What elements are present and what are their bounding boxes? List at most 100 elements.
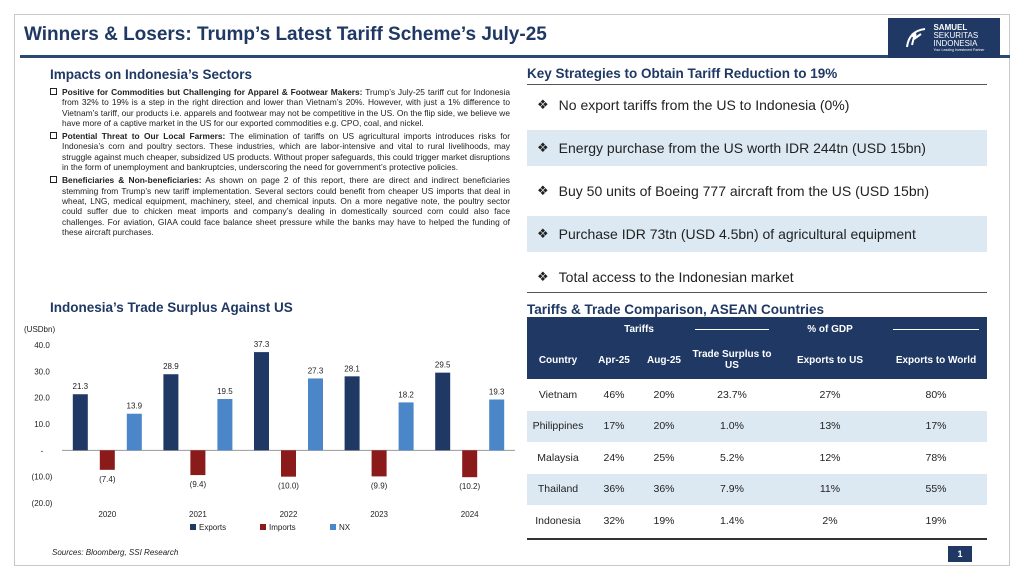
data-label: 37.3	[254, 340, 270, 349]
y-axis-label: (USDbn)	[24, 325, 55, 334]
strategy-item: ❖ No export tariffs from the US to Indone…	[527, 87, 987, 123]
bar-exports	[254, 352, 269, 451]
table-cell: Thailand	[527, 473, 589, 505]
strategy-text: Buy 50 units of Boeing 777 aircraft from…	[558, 183, 930, 199]
diamond-bullet-icon: ❖	[537, 97, 549, 112]
table-heading: Tariffs & Trade Comparison, ASEAN Countr…	[527, 302, 825, 317]
strategy-text: No export tariffs from the US to Indones…	[558, 97, 850, 113]
data-label: 28.1	[344, 364, 360, 373]
bar-imports	[371, 450, 387, 477]
table-cell: Vietnam	[538, 388, 578, 401]
logo-text: INDONESIA	[933, 39, 978, 48]
table-cell: 13%	[775, 410, 885, 442]
table-cell: 27%	[819, 388, 841, 401]
bar-nx	[308, 378, 323, 451]
table-cell: 17%	[589, 410, 639, 442]
table-row: Vietnam 46% 20% 23.7% 27% 80%	[527, 379, 987, 411]
strategies-list: ❖ No export tariffs from the US to Indone…	[527, 87, 987, 302]
divider	[527, 84, 987, 85]
bar-exports	[435, 372, 451, 451]
title-divider	[20, 55, 1010, 58]
group-header-tariffs: Tariffs	[589, 317, 689, 341]
table-cell: 11%	[775, 473, 885, 505]
legend-swatch	[190, 524, 196, 530]
table-cell: Philippines	[527, 410, 589, 442]
table-cell: 20%	[639, 410, 689, 442]
table-group-header: Tariffs % of GDP	[527, 317, 987, 341]
table-cell: 46%	[603, 388, 625, 401]
table-cell: 36%	[639, 473, 689, 505]
x-tick-label: 2023	[370, 510, 388, 519]
legend-swatch	[260, 524, 266, 530]
column-header: Apr-25	[589, 341, 639, 379]
archer-icon	[906, 28, 926, 48]
table-row: Malaysia 24% 25% 5.2% 12% 78%	[527, 442, 987, 474]
strategies-heading: Key Strategies to Obtain Tariff Reductio…	[527, 66, 838, 81]
logo-tagline: Your Leading Investment Partner	[933, 48, 985, 52]
impact-text: As shown on page 2 of this report, there…	[62, 175, 510, 237]
data-label: 19.5	[217, 387, 233, 396]
impacts-heading: Impacts on Indonesia’s Sectors	[50, 67, 253, 82]
legend-label: Imports	[269, 523, 296, 532]
checkbox-bullet-icon	[50, 88, 57, 95]
strategy-text: Total access to the Indonesian market	[558, 269, 794, 285]
x-tick-label: 2022	[280, 510, 298, 519]
strategy-item: ❖ Total access to the Indonesian market	[527, 259, 987, 295]
chart-title: Indonesia’s Trade Surplus Against US	[50, 300, 293, 315]
bar-exports	[344, 376, 360, 451]
table-cell: 25%	[653, 451, 675, 464]
column-header: Exports to World	[885, 341, 987, 379]
impact-title: Potential Threat to Our Local Farmers:	[62, 131, 226, 142]
strategy-text: Purchase IDR 73tn (USD 4.5bn) of agricul…	[558, 226, 916, 242]
impact-item: Positive for Commodities but Challenging…	[50, 87, 510, 128]
legend-label: Exports	[199, 523, 226, 532]
slide-frame	[14, 14, 1010, 566]
x-tick-label: 2021	[189, 510, 207, 519]
legend-label: NX	[339, 523, 351, 532]
impact-item: Beneficiaries & Non-beneficiaries: As sh…	[50, 175, 510, 237]
bar-imports	[99, 450, 115, 470]
y-tick-label: 20.0	[34, 394, 50, 403]
table-header-row: Country Apr-25 Aug-25 Trade Surplus to U…	[527, 341, 987, 379]
bar-imports	[462, 450, 478, 478]
impact-item: Potential Threat to Our Local Farmers: T…	[50, 131, 510, 172]
table-cell: 55%	[885, 473, 987, 505]
column-header: Trade Surplus to US	[689, 341, 775, 379]
bar-exports	[163, 374, 179, 451]
page-title: Winners & Losers: Trump’s Latest Tariff …	[24, 24, 547, 45]
y-tick-label: 40.0	[34, 341, 50, 350]
y-tick-label: 10.0	[34, 420, 50, 429]
data-label: (9.4)	[190, 480, 207, 489]
table-row: Philippines 17% 20% 1.0% 13% 17%	[527, 410, 987, 442]
table-cell: 23.7%	[717, 388, 747, 401]
data-label: 29.5	[435, 361, 451, 370]
page-number: 1	[948, 546, 972, 562]
data-label: 13.9	[127, 402, 143, 411]
bar-nx	[126, 413, 142, 451]
impacts-list: Positive for Commodities but Challenging…	[50, 87, 510, 240]
table-cell: 36%	[589, 473, 639, 505]
data-label: 27.3	[308, 366, 324, 375]
checkbox-bullet-icon	[50, 132, 57, 140]
table-cell: Malaysia	[537, 451, 579, 464]
table-cell: 1.4%	[720, 514, 744, 527]
samuel-sekuritas-logo: SAMUEL SEKURITAS INDONESIA Your Leading Inv…	[888, 18, 1000, 58]
table-cell: Indonesia	[535, 514, 581, 527]
bar-imports	[190, 450, 206, 476]
strategy-item: ❖ Energy purchase from the US worth IDR 2…	[527, 130, 987, 166]
data-label: 21.3	[73, 382, 89, 391]
tariff-comparison-table: Tariffs % of GDP Country Apr-25 Aug-25 T…	[527, 317, 987, 537]
column-header: Exports to US	[775, 341, 885, 379]
y-tick-label: 30.0	[34, 367, 50, 376]
table-cell: 5.2%	[720, 451, 744, 464]
table-row: Thailand 36% 36% 7.9% 11% 55%	[527, 473, 987, 505]
data-label: 28.9	[163, 362, 179, 371]
logo-text: SAMUEL	[933, 23, 968, 32]
data-label: (7.4)	[99, 475, 116, 484]
trade-surplus-chart: (USDbn) 40.0 30.0 20.0 10.0 - (10.0) (20.0) 2020…	[24, 325, 515, 532]
data-label: (10.2)	[459, 482, 480, 491]
bar-nx	[489, 399, 505, 451]
logo-text: SEKURITAS	[933, 31, 979, 40]
table-cell: 32%	[603, 514, 625, 527]
divider	[527, 538, 987, 540]
